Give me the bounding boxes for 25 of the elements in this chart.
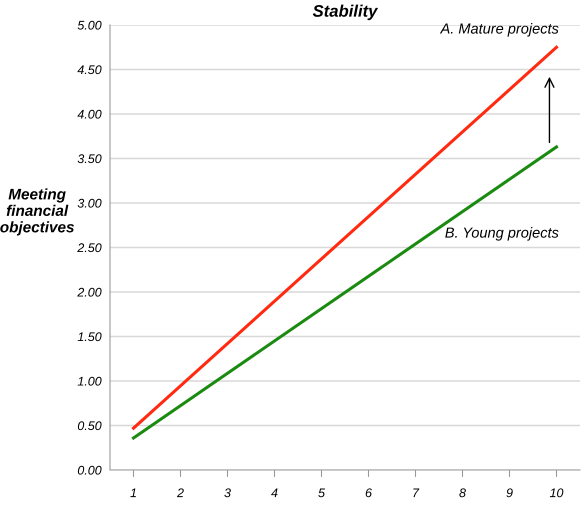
series-label: B. Young projects xyxy=(445,227,559,241)
y-tick-label: 4.50 xyxy=(77,65,102,74)
y-tick-label: 1.50 xyxy=(78,332,102,342)
y-tick-label: 0.00 xyxy=(78,466,102,475)
x-tick-label: 2 xyxy=(176,488,184,498)
x-tick-label: 1 xyxy=(130,488,136,498)
chart-title: Stability xyxy=(312,4,378,20)
y-tick-label: 4.00 xyxy=(77,110,102,119)
x-tick-label: 7 xyxy=(413,488,420,498)
x-tick-label: 8 xyxy=(459,488,466,498)
x-tick-label: 10 xyxy=(550,488,564,498)
x-tick-label: 4 xyxy=(271,488,278,498)
y-tick-label: 2.50 xyxy=(77,243,102,252)
y-tick-label: 1.00 xyxy=(78,376,102,386)
y-tick-label: 3.00 xyxy=(78,198,102,208)
y-tick-label: 3.50 xyxy=(78,154,102,164)
y-tick-label: 5.00 xyxy=(78,20,102,30)
x-tick-label: 3 xyxy=(224,488,231,498)
x-tick-label: 9 xyxy=(506,488,513,498)
y-axis-title: Meeting financial objectives xyxy=(0,188,74,236)
y-tick-label: 0.50 xyxy=(78,421,102,430)
y-tick-label: 2.00 xyxy=(77,288,102,297)
series-label: A. Mature projects xyxy=(440,22,559,37)
x-tick-label: 5 xyxy=(318,488,326,498)
x-tick-label: 6 xyxy=(366,488,372,498)
